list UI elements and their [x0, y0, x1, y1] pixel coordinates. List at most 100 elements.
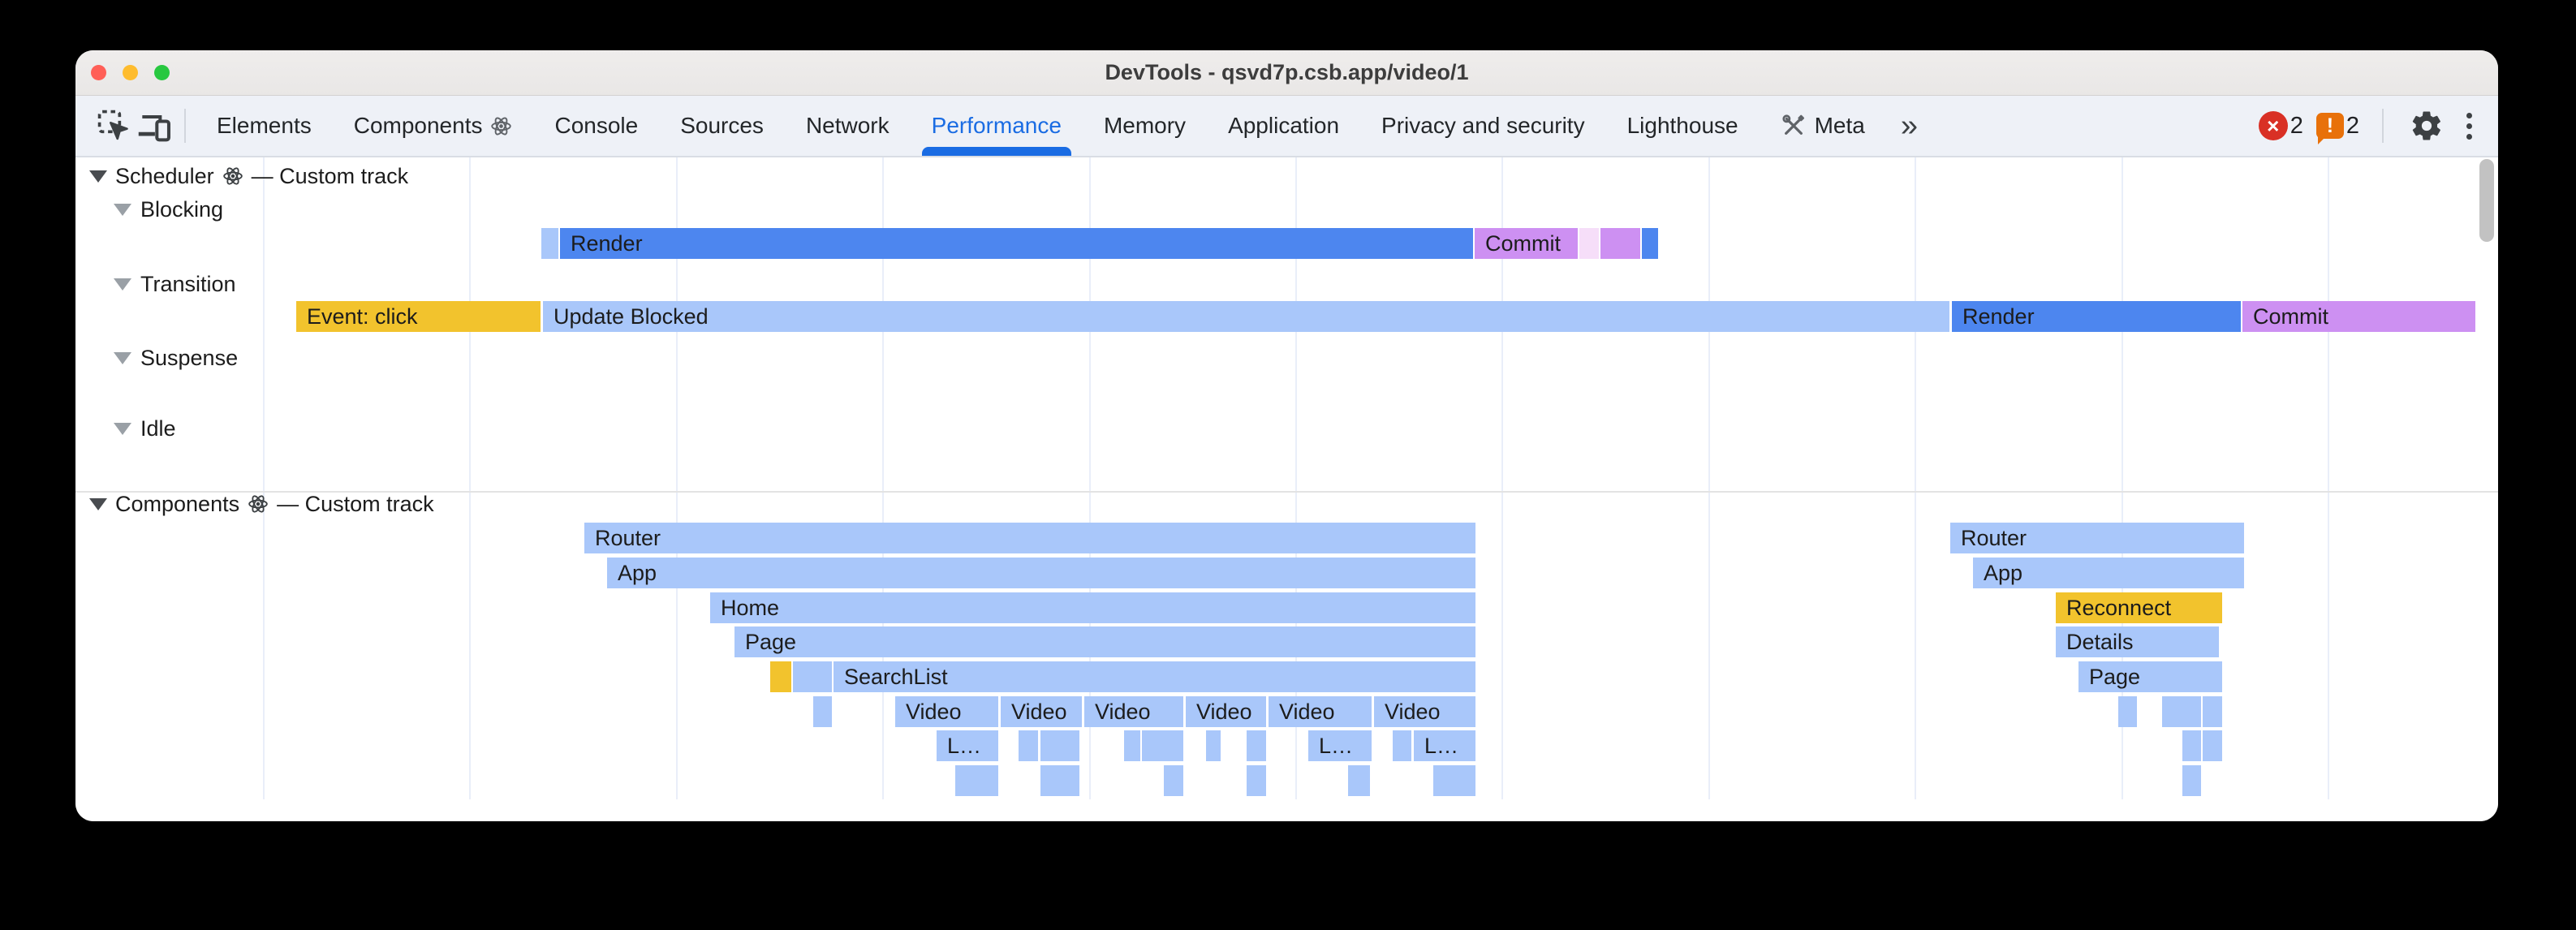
flame-bar[interactable] — [1164, 765, 1183, 796]
track-lane-label-transition[interactable]: Transition — [114, 269, 236, 299]
flame-bar-commit[interactable]: Commit — [1475, 228, 1578, 259]
window-title: DevTools - qsvd7p.csb.app/video/1 — [1105, 60, 1469, 84]
disclosure-triangle-icon[interactable] — [89, 170, 107, 183]
flame-bar[interactable] — [1393, 730, 1411, 761]
flame-bar-router[interactable]: Router — [1950, 523, 2244, 553]
flame-bar-reconnect[interactable]: Reconnect — [2056, 592, 2222, 623]
tab-components[interactable]: Components — [333, 96, 534, 156]
tab-label: Privacy and security — [1381, 113, 1585, 138]
disclosure-triangle-icon[interactable] — [114, 203, 131, 216]
flame-bar[interactable] — [1642, 228, 1658, 259]
track-lane-label-idle[interactable]: Idle — [114, 413, 176, 444]
tab-memory[interactable]: Memory — [1083, 96, 1207, 156]
tab-label: Sources — [680, 113, 764, 138]
disclosure-triangle-icon[interactable] — [89, 497, 107, 510]
flame-bar-render[interactable]: Render — [1952, 301, 2241, 332]
more-options-button[interactable] — [2460, 112, 2479, 140]
settings-button[interactable] — [2406, 103, 2447, 149]
tab-lighthouse[interactable]: Lighthouse — [1606, 96, 1760, 156]
track-lane-label-suspense[interactable]: Suspense — [114, 342, 238, 373]
flame-bar[interactable] — [1247, 765, 1266, 796]
flame-bar-video[interactable]: Video — [1084, 696, 1183, 727]
flame-bar[interactable] — [2162, 696, 2201, 727]
error-icon: × — [2258, 111, 2288, 140]
flame-bar[interactable] — [1247, 730, 1266, 761]
flame-bar[interactable] — [1433, 765, 1475, 796]
flame-bar[interactable] — [1206, 730, 1221, 761]
toolbar-separator — [2382, 109, 2384, 143]
tab-privacy-and-security[interactable]: Privacy and security — [1360, 96, 1606, 156]
track-header-scheduler[interactable]: Scheduler — Custom track — [89, 161, 408, 192]
tab-elements[interactable]: Elements — [196, 96, 333, 156]
maximize-button[interactable] — [154, 65, 170, 80]
flame-bar[interactable] — [1040, 730, 1079, 761]
flame-bar[interactable] — [2182, 765, 2201, 796]
flame-bar-app[interactable]: App — [1973, 558, 2244, 588]
flame-bar-event-click[interactable]: Event: click — [296, 301, 541, 332]
flame-bar-l[interactable]: L… — [1414, 730, 1475, 761]
flame-bar-video[interactable]: Video — [895, 696, 998, 727]
flame-bar-searchlist[interactable]: SearchList — [834, 661, 1475, 692]
flame-bar-page[interactable]: Page — [734, 626, 1475, 657]
minimize-button[interactable] — [123, 65, 138, 80]
flame-bar[interactable] — [793, 661, 832, 692]
flame-bar[interactable] — [1142, 730, 1183, 761]
tab-application[interactable]: Application — [1207, 96, 1360, 156]
disclosure-triangle-icon[interactable] — [114, 278, 131, 291]
flame-bar[interactable] — [1124, 730, 1140, 761]
flame-bar[interactable] — [1019, 730, 1038, 761]
flame-chart[interactable]: Scheduler — Custom track Blocking Transitio… — [75, 157, 2498, 821]
flame-bar[interactable] — [1600, 228, 1640, 259]
warning-count[interactable]: ! 2 — [2315, 113, 2359, 144]
disclosure-triangle-icon[interactable] — [114, 422, 131, 435]
flame-bar[interactable] — [1040, 765, 1079, 796]
flame-bar-l[interactable]: L… — [937, 730, 998, 761]
gridline — [1708, 157, 1710, 799]
tab-sources[interactable]: Sources — [659, 96, 785, 156]
flame-bar-l[interactable]: L… — [1308, 730, 1372, 761]
flame-bar[interactable] — [541, 228, 558, 259]
tab-meta[interactable]: Meta — [1760, 96, 1886, 156]
flame-bar-update-blocked[interactable]: Update Blocked — [543, 301, 1949, 332]
flame-bar-video[interactable]: Video — [1374, 696, 1475, 727]
flame-bar[interactable] — [2118, 696, 2137, 727]
tools-icon — [1781, 113, 1807, 139]
flame-bar-video[interactable]: Video — [1186, 696, 1266, 727]
flame-bar[interactable] — [2182, 730, 2201, 761]
flame-bar-home[interactable]: Home — [710, 592, 1475, 623]
device-toolbar-button[interactable] — [134, 103, 174, 149]
track-header-components[interactable]: Components — Custom track — [89, 489, 434, 519]
flame-bar-app[interactable]: App — [607, 558, 1475, 588]
flame-bar-router[interactable]: Router — [584, 523, 1475, 553]
flame-bar[interactable] — [1579, 228, 1599, 259]
flame-bar[interactable] — [1348, 765, 1370, 796]
tab-label: Lighthouse — [1626, 113, 1738, 138]
track-lane-label-blocking[interactable]: Blocking — [114, 194, 223, 225]
error-count[interactable]: × 2 — [2258, 111, 2303, 140]
flame-bar[interactable] — [770, 661, 791, 692]
flame-bar-video[interactable]: Video — [1001, 696, 1082, 727]
flame-bar[interactable] — [955, 765, 998, 796]
gridline — [263, 157, 265, 799]
tab-console[interactable]: Console — [533, 96, 659, 156]
flame-bar-render[interactable]: Render — [560, 228, 1473, 259]
tab-network[interactable]: Network — [785, 96, 911, 156]
tab-label: Elements — [217, 113, 312, 138]
flame-bar[interactable] — [2203, 696, 2222, 727]
flame-bar-page[interactable]: Page — [2078, 661, 2222, 692]
vertical-scrollbar-thumb[interactable] — [2479, 159, 2494, 242]
flame-bar-details[interactable]: Details — [2056, 626, 2219, 657]
disclosure-triangle-icon[interactable] — [114, 351, 131, 364]
flame-bar[interactable] — [2203, 730, 2222, 761]
flame-bar-video[interactable]: Video — [1269, 696, 1372, 727]
gridline — [2122, 157, 2123, 799]
tab-performance[interactable]: Performance — [911, 96, 1083, 156]
track-name: Components — [115, 491, 240, 516]
more-tabs-button[interactable]: » — [1900, 108, 1918, 143]
flame-bar-commit[interactable]: Commit — [2242, 301, 2475, 332]
inspect-element-button[interactable] — [93, 103, 134, 149]
gridline — [1501, 157, 1503, 799]
gear-icon — [2410, 109, 2444, 143]
close-button[interactable] — [91, 65, 106, 80]
flame-bar[interactable] — [813, 696, 832, 727]
